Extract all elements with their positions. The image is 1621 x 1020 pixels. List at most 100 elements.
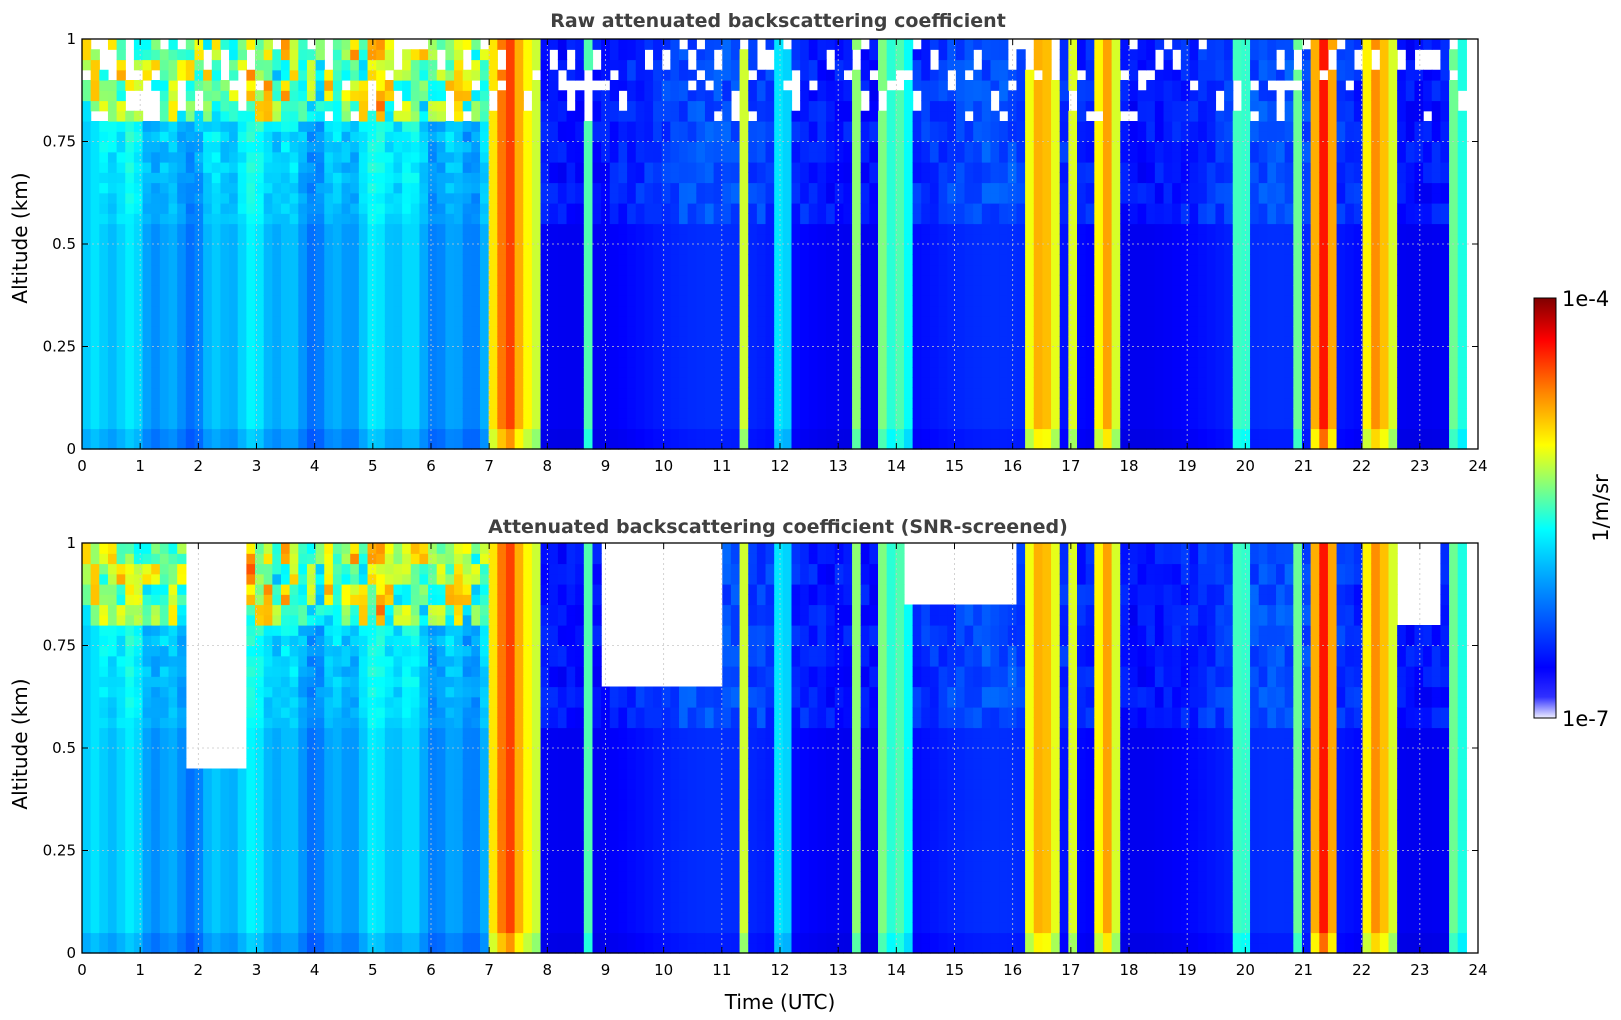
heatmap-cell <box>384 346 395 358</box>
heatmap-cell <box>1111 274 1121 286</box>
heatmap-cell <box>756 162 767 173</box>
heatmap-cell <box>1146 39 1156 50</box>
heatmap-cell <box>1085 387 1095 399</box>
heatmap-cell <box>800 192 810 204</box>
heatmap-cell <box>817 233 827 245</box>
heatmap-cell <box>376 326 386 337</box>
heatmap-cell <box>341 438 351 450</box>
heatmap-cell <box>454 213 464 225</box>
heatmap-cell <box>782 397 793 409</box>
heatmap-cell <box>756 192 767 204</box>
heatmap-cell <box>826 90 836 102</box>
heatmap-cell <box>272 295 282 307</box>
heatmap-cell <box>82 397 92 409</box>
heatmap-cell <box>929 285 940 296</box>
heatmap-cell <box>281 69 291 81</box>
heatmap-cell <box>886 264 896 276</box>
heatmap-cell <box>194 285 204 296</box>
heatmap-cell <box>826 285 836 296</box>
heatmap-cell <box>1051 387 1061 399</box>
heatmap-cell <box>1180 182 1191 194</box>
heatmap-cell <box>592 397 602 409</box>
heatmap-cell <box>999 254 1009 266</box>
heatmap-cell <box>462 438 472 450</box>
heatmap-cell <box>990 49 1000 61</box>
heatmap-cell <box>133 110 144 122</box>
heatmap-cell <box>272 387 282 399</box>
heatmap-cell <box>903 244 914 255</box>
heatmap-cell <box>384 121 395 132</box>
heatmap-cell <box>142 428 152 440</box>
heatmap-cell <box>505 408 516 419</box>
heatmap-cell <box>852 131 862 143</box>
heatmap-cell <box>203 203 213 214</box>
heatmap-cell <box>367 326 377 337</box>
heatmap-cell <box>298 346 308 358</box>
heatmap-cell <box>1016 162 1026 173</box>
heatmap-cell <box>436 305 446 317</box>
heatmap-cell <box>1189 274 1199 286</box>
heatmap-cell <box>107 274 118 286</box>
heatmap-cell <box>696 110 706 122</box>
heatmap-cell <box>895 264 905 276</box>
heatmap-cell <box>990 162 1000 173</box>
heatmap-cell <box>886 49 896 61</box>
heatmap-cell <box>730 121 741 132</box>
heatmap-cell <box>1189 49 1199 61</box>
heatmap-cell <box>609 121 620 132</box>
heatmap-cell <box>722 110 732 122</box>
heatmap-cell <box>159 141 170 153</box>
heatmap-cell <box>159 110 170 122</box>
heatmap-cell <box>393 151 403 163</box>
heatmap-cell <box>843 346 853 358</box>
heatmap-cell <box>1077 39 1087 50</box>
heatmap-cell <box>644 367 654 378</box>
heatmap-cell <box>739 397 749 409</box>
heatmap-cell <box>419 151 429 163</box>
heatmap-cell <box>661 367 671 378</box>
heatmap-cell <box>999 49 1009 61</box>
heatmap-cell <box>497 213 507 225</box>
heatmap-cell <box>627 49 637 61</box>
heatmap-cell <box>523 367 533 378</box>
heatmap-cell <box>1137 90 1147 102</box>
heatmap-cell <box>912 326 922 337</box>
heatmap-cell <box>748 428 758 440</box>
heatmap-cell <box>1189 336 1199 348</box>
heatmap-cell <box>869 80 879 91</box>
heatmap-cell <box>912 274 922 286</box>
heatmap-cell <box>722 346 732 358</box>
heatmap-cell <box>981 233 992 245</box>
heatmap-cell <box>402 49 412 61</box>
heatmap-cell <box>263 213 273 225</box>
heatmap-cell <box>1059 274 1069 286</box>
heatmap-cell <box>1128 223 1139 235</box>
heatmap-cell <box>1042 408 1052 419</box>
heatmap-cell <box>947 49 957 61</box>
heatmap-cell <box>445 315 455 327</box>
heatmap-cell <box>583 244 594 255</box>
heatmap-cell <box>281 80 291 91</box>
heatmap-cell <box>696 141 706 153</box>
heatmap-cell <box>964 418 974 430</box>
heatmap-cell <box>679 223 689 235</box>
heatmap-cell <box>964 141 974 153</box>
heatmap-cell <box>808 39 819 50</box>
heatmap-cell <box>1094 80 1104 91</box>
heatmap-cell <box>454 80 464 91</box>
heatmap-cell <box>583 213 594 225</box>
heatmap-cell <box>220 162 230 173</box>
heatmap-cell <box>480 49 490 61</box>
heatmap-cell <box>791 59 801 71</box>
heatmap-cell <box>947 172 957 184</box>
heatmap-cell <box>324 336 334 348</box>
heatmap-cell <box>981 244 992 255</box>
heatmap-cell <box>687 162 697 173</box>
heatmap-cell <box>332 397 343 409</box>
heatmap-cell <box>505 192 516 204</box>
heatmap-cell <box>739 90 749 102</box>
heatmap-cell <box>1128 295 1139 307</box>
heatmap-cell <box>393 172 403 184</box>
heatmap-cell <box>704 367 715 378</box>
